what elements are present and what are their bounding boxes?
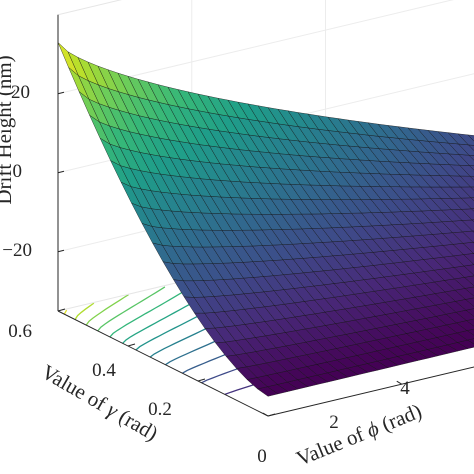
gamma-tick-label: 0.2 bbox=[148, 399, 172, 420]
surface-patch bbox=[470, 197, 474, 202]
gamma-tick-label: 0 bbox=[257, 446, 267, 467]
surface-patch bbox=[467, 144, 474, 151]
z-tick-mark bbox=[57, 91, 65, 95]
gamma-axis-line bbox=[57, 310, 269, 417]
surface-mesh bbox=[57, 42, 474, 397]
z-tick-label: −20 bbox=[2, 240, 32, 261]
surface-patch bbox=[463, 264, 474, 276]
z-tick-label: 20 bbox=[11, 82, 30, 103]
surface-patch bbox=[470, 208, 474, 212]
axes bbox=[57, 14, 474, 417]
surface-patch bbox=[464, 297, 474, 307]
floor-contour-line bbox=[63, 309, 68, 315]
phi-tick-label: 4 bbox=[400, 378, 410, 399]
surface-patch bbox=[464, 286, 474, 297]
surface-patch bbox=[463, 275, 474, 287]
z-tick-mark bbox=[57, 249, 65, 253]
surface-patch bbox=[465, 318, 474, 327]
phi-tick-label: 2 bbox=[329, 412, 339, 433]
gamma-tick-label: 0.6 bbox=[8, 321, 32, 342]
surface-patch bbox=[465, 308, 474, 317]
z-axis-label: Drift Height (nm) bbox=[0, 55, 16, 204]
gamma-tick-mark bbox=[127, 343, 136, 347]
grid-line bbox=[57, 0, 454, 95]
floor-contour-line bbox=[74, 302, 95, 320]
surface-patch bbox=[466, 328, 474, 336]
floor-contour-line bbox=[85, 294, 129, 326]
phi-tick-mark bbox=[396, 380, 403, 385]
z-axis-label-group: Drift Height (nm) bbox=[0, 55, 16, 204]
floor-contour-line bbox=[97, 286, 166, 332]
z-tick-label: 0 bbox=[13, 161, 23, 182]
gamma-tick-mark bbox=[57, 308, 66, 312]
surface-patch bbox=[469, 186, 474, 191]
surface-patch bbox=[467, 134, 474, 142]
phi-axis-line bbox=[267, 366, 474, 417]
z-tick-mark bbox=[57, 170, 65, 174]
gamma-tick-mark bbox=[197, 378, 206, 382]
gamma-tick-mark bbox=[267, 413, 276, 417]
surface-patch bbox=[468, 165, 474, 171]
phi-tick-mark bbox=[262, 412, 269, 417]
gamma-tick-label: 0.4 bbox=[92, 360, 116, 381]
surface-patch bbox=[468, 154, 474, 161]
phi-axis-label: Value of ϕ (rad) bbox=[293, 399, 425, 471]
